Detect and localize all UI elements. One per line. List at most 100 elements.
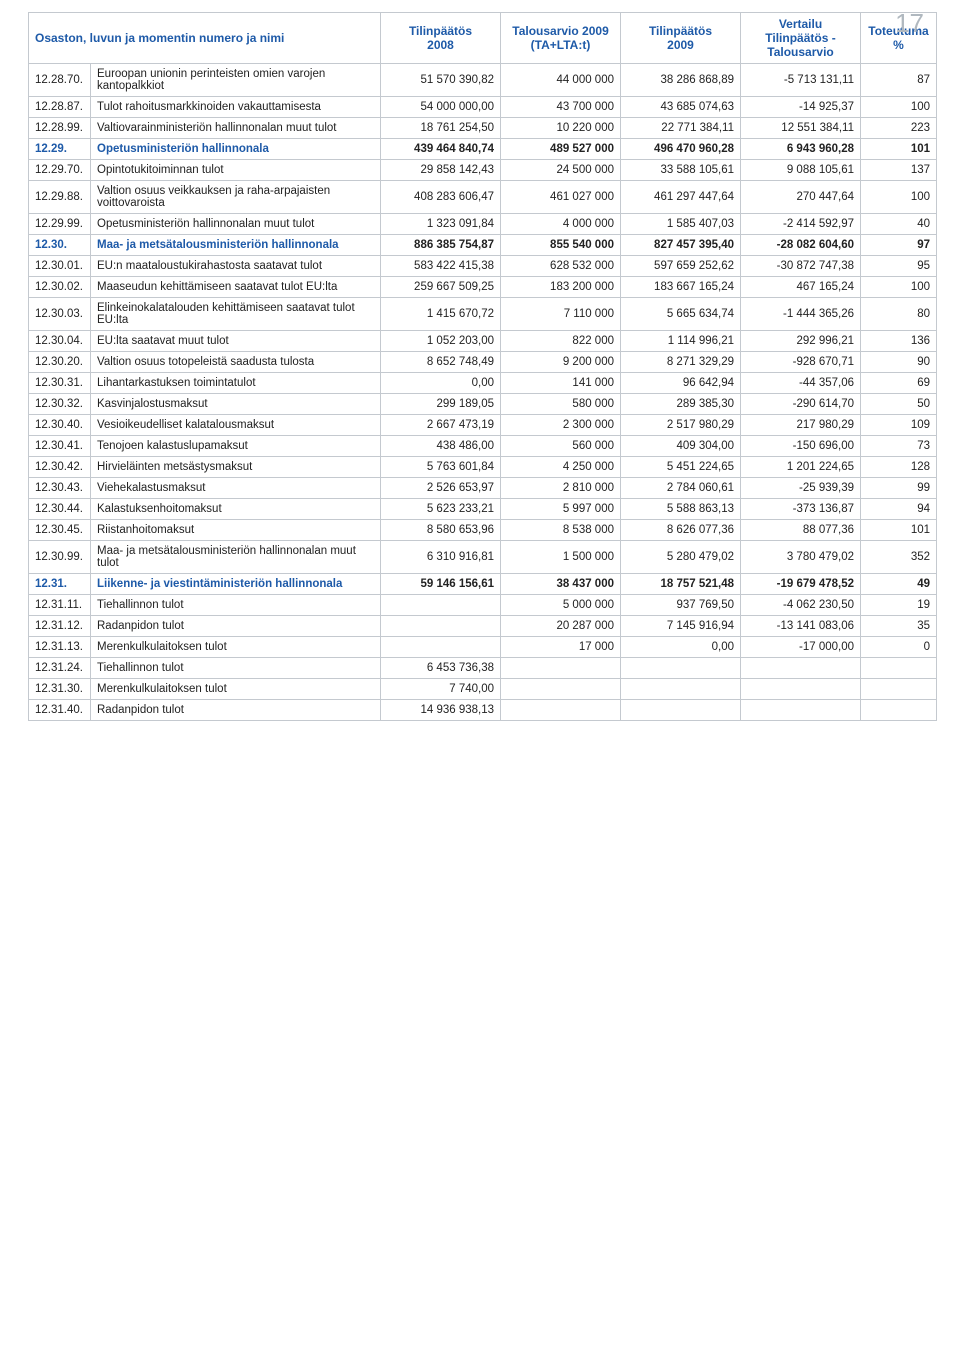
row-label: EU:lta saatavat muut tulot bbox=[91, 331, 381, 352]
table-row: 12.30.32.Kasvinjalostusmaksut299 189,055… bbox=[29, 394, 937, 415]
row-tp08: 8 652 748,49 bbox=[381, 352, 501, 373]
row-pct: 0 bbox=[861, 637, 937, 658]
table-row: 12.30.03.Elinkeinokalatalouden kehittämi… bbox=[29, 298, 937, 331]
row-tp09: 0,00 bbox=[621, 637, 741, 658]
row-tp09: 2 784 060,61 bbox=[621, 478, 741, 499]
row-pct: 100 bbox=[861, 97, 937, 118]
row-label: Vesioikeudelliset kalatalousmaksut bbox=[91, 415, 381, 436]
row-pct: 128 bbox=[861, 457, 937, 478]
row-tp08: 408 283 606,47 bbox=[381, 181, 501, 214]
row-pct: 101 bbox=[861, 520, 937, 541]
row-pct: 40 bbox=[861, 214, 937, 235]
row-tp09: 937 769,50 bbox=[621, 595, 741, 616]
table-row: 12.31.30.Merenkulkulaitoksen tulot7 740,… bbox=[29, 679, 937, 700]
row-pct: 90 bbox=[861, 352, 937, 373]
table-row: 12.29.Opetusministeriön hallinnonala439 … bbox=[29, 139, 937, 160]
table-row: 12.30.04.EU:lta saatavat muut tulot1 052… bbox=[29, 331, 937, 352]
h-ta09: Talousarvio 2009(TA+LTA:t) bbox=[501, 13, 621, 64]
row-tp08: 51 570 390,82 bbox=[381, 64, 501, 97]
row-code: 12.30.43. bbox=[29, 478, 91, 499]
row-pct: 100 bbox=[861, 277, 937, 298]
row-ta09: 9 200 000 bbox=[501, 352, 621, 373]
row-code: 12.31. bbox=[29, 574, 91, 595]
row-tp09: 7 145 916,94 bbox=[621, 616, 741, 637]
row-diff: -2 414 592,97 bbox=[741, 214, 861, 235]
table-row: 12.29.99.Opetusministeriön hallinnonalan… bbox=[29, 214, 937, 235]
row-tp08: 583 422 415,38 bbox=[381, 256, 501, 277]
row-code: 12.28.70. bbox=[29, 64, 91, 97]
row-pct: 136 bbox=[861, 331, 937, 352]
row-label: Merenkulkulaitoksen tulot bbox=[91, 637, 381, 658]
h-diff: VertailuTilinpäätös -Talousarvio bbox=[741, 13, 861, 64]
row-tp09: 8 271 329,29 bbox=[621, 352, 741, 373]
table-row: 12.30.20.Valtion osuus totopeleistä saad… bbox=[29, 352, 937, 373]
row-tp09 bbox=[621, 700, 741, 721]
row-ta09: 489 527 000 bbox=[501, 139, 621, 160]
row-ta09: 461 027 000 bbox=[501, 181, 621, 214]
row-diff: -928 670,71 bbox=[741, 352, 861, 373]
row-diff bbox=[741, 679, 861, 700]
row-tp09: 496 470 960,28 bbox=[621, 139, 741, 160]
row-code: 12.31.11. bbox=[29, 595, 91, 616]
row-ta09: 44 000 000 bbox=[501, 64, 621, 97]
row-pct bbox=[861, 679, 937, 700]
row-diff: -13 141 083,06 bbox=[741, 616, 861, 637]
row-label: Valtiovarainministeriön hallinnonalan mu… bbox=[91, 118, 381, 139]
table-row: 12.29.88.Valtion osuus veikkauksen ja ra… bbox=[29, 181, 937, 214]
row-diff: -17 000,00 bbox=[741, 637, 861, 658]
row-code: 12.28.99. bbox=[29, 118, 91, 139]
row-diff: 270 447,64 bbox=[741, 181, 861, 214]
row-tp08: 7 740,00 bbox=[381, 679, 501, 700]
row-label: Maa- ja metsätalousministeriön hallinnon… bbox=[91, 235, 381, 256]
row-ta09: 24 500 000 bbox=[501, 160, 621, 181]
row-label: Tiehallinnon tulot bbox=[91, 595, 381, 616]
row-pct: 95 bbox=[861, 256, 937, 277]
row-code: 12.31.12. bbox=[29, 616, 91, 637]
row-tp08: 299 189,05 bbox=[381, 394, 501, 415]
table-row: 12.31.40.Radanpidon tulot14 936 938,13 bbox=[29, 700, 937, 721]
table-row: 12.31.Liikenne- ja viestintäministeriön … bbox=[29, 574, 937, 595]
row-label: Tiehallinnon tulot bbox=[91, 658, 381, 679]
row-diff: 88 077,36 bbox=[741, 520, 861, 541]
row-pct: 99 bbox=[861, 478, 937, 499]
row-label: Opintotukitoiminnan tulot bbox=[91, 160, 381, 181]
row-tp09: 1 585 407,03 bbox=[621, 214, 741, 235]
row-diff: 12 551 384,11 bbox=[741, 118, 861, 139]
row-code: 12.31.30. bbox=[29, 679, 91, 700]
table-row: 12.29.70.Opintotukitoiminnan tulot29 858… bbox=[29, 160, 937, 181]
row-label: Elinkeinokalatalouden kehittämiseen saat… bbox=[91, 298, 381, 331]
row-tp08: 438 486,00 bbox=[381, 436, 501, 457]
budget-table: Osaston, luvun ja momentin numero ja nim… bbox=[28, 12, 937, 721]
row-code: 12.30.31. bbox=[29, 373, 91, 394]
row-tp08 bbox=[381, 637, 501, 658]
row-pct: 137 bbox=[861, 160, 937, 181]
row-ta09: 4 000 000 bbox=[501, 214, 621, 235]
row-label: Riistanhoitomaksut bbox=[91, 520, 381, 541]
row-tp09: 597 659 252,62 bbox=[621, 256, 741, 277]
row-pct bbox=[861, 658, 937, 679]
row-code: 12.30.45. bbox=[29, 520, 91, 541]
row-label: Lihantarkastuksen toimintatulot bbox=[91, 373, 381, 394]
table-row: 12.30.99.Maa- ja metsätalousministeriön … bbox=[29, 541, 937, 574]
row-tp08: 1 052 203,00 bbox=[381, 331, 501, 352]
row-tp08: 259 667 509,25 bbox=[381, 277, 501, 298]
row-diff bbox=[741, 700, 861, 721]
row-label: Maaseudun kehittämiseen saatavat tulot E… bbox=[91, 277, 381, 298]
row-diff: 1 201 224,65 bbox=[741, 457, 861, 478]
table-row: 12.28.70.Euroopan unionin perinteisten o… bbox=[29, 64, 937, 97]
row-diff: 6 943 960,28 bbox=[741, 139, 861, 160]
row-tp09: 5 451 224,65 bbox=[621, 457, 741, 478]
row-tp08 bbox=[381, 595, 501, 616]
row-tp09: 22 771 384,11 bbox=[621, 118, 741, 139]
row-tp09 bbox=[621, 679, 741, 700]
row-diff: 9 088 105,61 bbox=[741, 160, 861, 181]
row-pct: 223 bbox=[861, 118, 937, 139]
row-tp09: 289 385,30 bbox=[621, 394, 741, 415]
row-tp08: 2 526 653,97 bbox=[381, 478, 501, 499]
table-row: 12.30.01.EU:n maataloustukirahastosta sa… bbox=[29, 256, 937, 277]
table-row: 12.30.42.Hirvieläinten metsästysmaksut5 … bbox=[29, 457, 937, 478]
table-row: 12.28.99.Valtiovarainministeriön hallinn… bbox=[29, 118, 937, 139]
table-row: 12.30.44.Kalastuksenhoitomaksut5 623 233… bbox=[29, 499, 937, 520]
row-code: 12.31.24. bbox=[29, 658, 91, 679]
table-row: 12.30.02.Maaseudun kehittämiseen saatava… bbox=[29, 277, 937, 298]
